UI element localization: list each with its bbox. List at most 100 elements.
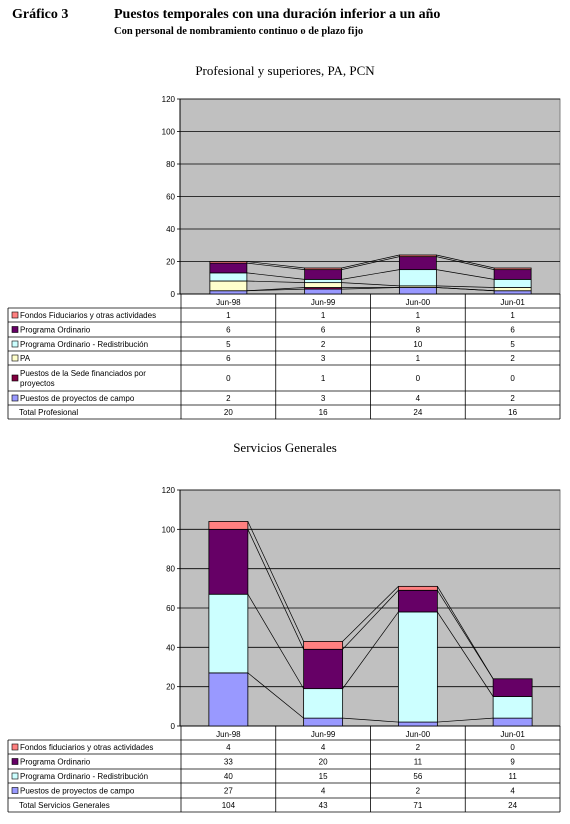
data-cell: 0 bbox=[510, 374, 515, 383]
data-cell: 43 bbox=[319, 801, 328, 810]
data-cell: 4 bbox=[510, 787, 515, 796]
total-label: Total Servicios Generales bbox=[19, 801, 110, 810]
legend-swatch bbox=[11, 374, 19, 382]
data-cell: 4 bbox=[226, 743, 231, 752]
series-connector bbox=[247, 672, 304, 719]
x-tick-label: Jun-01 bbox=[500, 298, 525, 307]
legend-swatch bbox=[11, 354, 19, 362]
data-cell: 104 bbox=[222, 801, 236, 810]
y-tick-label: 40 bbox=[166, 225, 175, 234]
data-cell: 2 bbox=[510, 354, 515, 363]
bar-segment bbox=[208, 672, 249, 727]
data-cell: 6 bbox=[510, 326, 515, 335]
data-cell: 1 bbox=[321, 374, 326, 383]
bar-segment bbox=[303, 688, 344, 719]
legend-label: Programa Ordinario bbox=[20, 326, 91, 335]
bar-segment bbox=[303, 641, 344, 650]
data-cell: 2 bbox=[321, 340, 326, 349]
series-connector bbox=[246, 272, 305, 280]
bar-segment bbox=[493, 267, 532, 271]
data-cell: 4 bbox=[321, 743, 326, 752]
x-tick-label: Jun-00 bbox=[406, 730, 431, 739]
data-cell: 1 bbox=[416, 354, 421, 363]
legend-swatch bbox=[11, 311, 19, 319]
figure-label: Gráfico 3 bbox=[12, 7, 69, 22]
bar-segment bbox=[303, 648, 344, 690]
data-cell: 4 bbox=[321, 787, 326, 796]
chart1-title: Profesional y superiores, PA, PCN bbox=[195, 63, 375, 78]
bar-segment bbox=[397, 589, 438, 613]
y-tick-label: 0 bbox=[171, 722, 176, 731]
y-tick-label: 0 bbox=[171, 290, 176, 299]
bar-segment bbox=[397, 585, 438, 591]
legend-swatch bbox=[11, 394, 19, 402]
series-connector bbox=[436, 285, 495, 288]
series-connector bbox=[341, 282, 400, 287]
bar-segment bbox=[397, 611, 438, 723]
legend-swatch bbox=[11, 758, 19, 765]
data-cell: 10 bbox=[413, 340, 422, 349]
data-cell: 16 bbox=[319, 408, 328, 417]
bar-segment bbox=[492, 696, 533, 719]
series-connector bbox=[437, 717, 494, 723]
data-cell: 11 bbox=[508, 772, 517, 781]
data-cell: 16 bbox=[508, 408, 517, 417]
bar-segment bbox=[398, 254, 437, 258]
data-cell: 3 bbox=[321, 354, 326, 363]
series-connector bbox=[342, 590, 399, 650]
data-cell: 33 bbox=[224, 758, 233, 767]
bar-segment bbox=[492, 717, 533, 727]
data-cell: 20 bbox=[319, 758, 328, 767]
data-cell: 3 bbox=[321, 394, 326, 403]
total-label: Total Profesional bbox=[19, 408, 78, 417]
series-connector bbox=[341, 256, 400, 270]
series-connector bbox=[437, 586, 494, 679]
figure-title: Puestos temporales con una duración infe… bbox=[114, 7, 441, 22]
data-cell: 40 bbox=[224, 772, 233, 781]
bar-segment bbox=[208, 521, 249, 530]
y-tick-label: 120 bbox=[162, 95, 176, 104]
y-tick-label: 80 bbox=[166, 565, 175, 574]
data-cell: 6 bbox=[226, 354, 231, 363]
legend-label: Fondos fiduciarios y otras actividades bbox=[20, 743, 153, 752]
y-tick-label: 100 bbox=[162, 525, 176, 534]
series-connector bbox=[436, 256, 495, 270]
legend-swatch bbox=[11, 743, 19, 751]
series-connector bbox=[246, 287, 305, 292]
x-tick-label: Jun-01 bbox=[500, 730, 525, 739]
legend-label: Programa Ordinario bbox=[20, 758, 91, 767]
legend-swatch bbox=[11, 787, 19, 794]
data-cell: 2 bbox=[510, 394, 515, 403]
legend-label: Fondos Fiduciarios y otras actividades bbox=[20, 311, 156, 320]
legend-label: Programa Ordinario - Redistribución bbox=[20, 772, 148, 781]
y-tick-label: 120 bbox=[162, 486, 176, 495]
y-tick-label: 60 bbox=[166, 193, 175, 202]
bar-segment bbox=[397, 721, 438, 727]
series-connector bbox=[246, 262, 305, 270]
series-connector bbox=[342, 717, 399, 723]
data-cell: 5 bbox=[510, 340, 515, 349]
chart2-title: Servicios Generales bbox=[233, 440, 337, 455]
x-tick-label: Jun-99 bbox=[311, 730, 336, 739]
x-tick-label: Jun-98 bbox=[216, 298, 241, 307]
bar-segment bbox=[303, 717, 344, 727]
bar-segment bbox=[208, 593, 249, 674]
data-cell: 0 bbox=[226, 374, 231, 383]
series-connector bbox=[436, 254, 495, 269]
data-cell: 27 bbox=[224, 787, 233, 796]
y-tick-label: 40 bbox=[166, 643, 175, 652]
series-connector bbox=[341, 269, 400, 280]
data-cell: 11 bbox=[414, 758, 423, 767]
y-tick-label: 20 bbox=[166, 258, 175, 267]
data-cell: 15 bbox=[319, 772, 328, 781]
data-cell: 24 bbox=[508, 801, 517, 810]
data-cell: 1 bbox=[226, 311, 231, 320]
data-cell: 0 bbox=[510, 743, 515, 752]
series-connector bbox=[247, 521, 304, 642]
series-connector bbox=[246, 261, 305, 269]
legend-label: proyectos bbox=[20, 379, 55, 388]
bar-segment bbox=[209, 261, 248, 264]
data-cell: 4 bbox=[416, 394, 421, 403]
